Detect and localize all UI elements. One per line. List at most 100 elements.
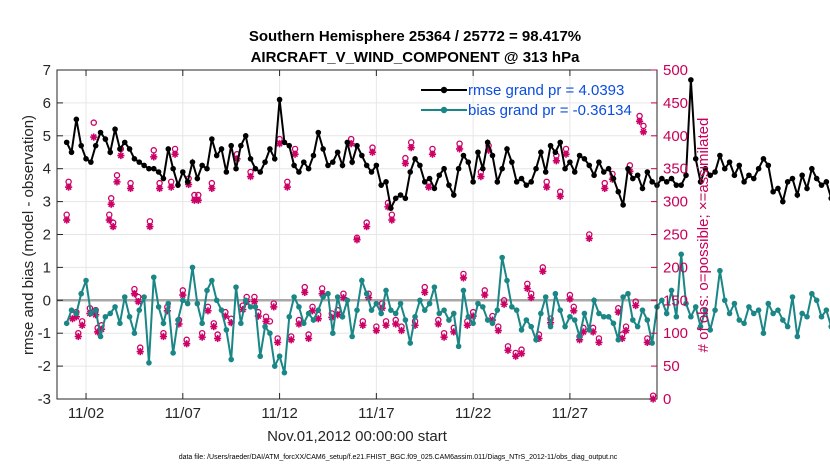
y-right-tick-label: 200 bbox=[663, 259, 688, 276]
rmse-point bbox=[325, 163, 331, 169]
rmse-point bbox=[175, 182, 181, 188]
rmse-point bbox=[504, 146, 510, 152]
bias-point bbox=[790, 294, 796, 300]
bias-point bbox=[824, 307, 830, 313]
bias-point bbox=[543, 294, 549, 300]
obs-assimilated-point bbox=[500, 301, 507, 308]
obs-assimilated-point bbox=[63, 216, 70, 223]
obs-assimilated-point bbox=[168, 184, 175, 191]
rmse-point bbox=[533, 166, 539, 172]
bias-point bbox=[238, 321, 244, 327]
bias-point bbox=[765, 301, 771, 307]
bias-point bbox=[383, 288, 389, 294]
rmse-point bbox=[611, 176, 617, 182]
bias-point bbox=[407, 340, 413, 346]
obs-assimilated-point bbox=[382, 322, 389, 329]
obs-assimilated-point bbox=[274, 339, 281, 346]
bias-point bbox=[799, 311, 805, 317]
bias-point bbox=[185, 301, 191, 307]
bias-point bbox=[398, 301, 404, 307]
obs-assimilated-point bbox=[301, 289, 308, 296]
bias-point bbox=[74, 311, 80, 317]
bias-point bbox=[586, 327, 592, 333]
rmse-point bbox=[233, 166, 239, 172]
rmse-point bbox=[441, 166, 447, 172]
bias-point bbox=[325, 291, 331, 297]
rmse-point bbox=[591, 172, 597, 178]
bias-point bbox=[403, 317, 409, 323]
rmse-point bbox=[465, 159, 471, 165]
rmse-point bbox=[238, 143, 244, 149]
bias-point bbox=[756, 307, 762, 313]
obs-assimilated-point bbox=[518, 350, 525, 357]
bias-point bbox=[311, 317, 317, 323]
bias-point bbox=[562, 324, 568, 330]
y-left-tick-label: 5 bbox=[43, 128, 51, 145]
bias-point bbox=[717, 268, 723, 274]
obs-assimilated-point bbox=[429, 151, 436, 158]
rmse-point bbox=[461, 153, 467, 159]
bias-point bbox=[112, 304, 118, 310]
obs-assimilated-point bbox=[524, 285, 531, 292]
rmse-point bbox=[306, 166, 312, 172]
bias-point bbox=[495, 307, 501, 313]
rmse-point bbox=[480, 166, 486, 172]
bias-point bbox=[470, 321, 476, 327]
bias-point bbox=[320, 294, 326, 300]
bias-point bbox=[345, 298, 351, 304]
legend: rmse grand pr = 4.0393 bias grand pr = -… bbox=[421, 82, 632, 119]
bias-point bbox=[291, 294, 297, 300]
bias-point bbox=[432, 284, 438, 290]
bias-point bbox=[195, 301, 201, 307]
x-tick-label: 11/12 bbox=[261, 405, 297, 422]
rmse-point bbox=[243, 133, 249, 139]
obs-assimilated-point bbox=[284, 184, 291, 191]
y-left-tick-label: 1 bbox=[43, 259, 51, 276]
rmse-point bbox=[374, 163, 380, 169]
obs-assimilated-point bbox=[504, 347, 511, 354]
bias-point bbox=[170, 350, 176, 356]
bias-point bbox=[330, 330, 336, 336]
bias-point bbox=[161, 321, 167, 327]
rmse-point bbox=[219, 146, 225, 152]
rmse-point bbox=[553, 149, 559, 155]
obs-assimilated-point bbox=[262, 318, 269, 325]
obs-possible-point bbox=[151, 148, 156, 153]
y-right-tick-label: 400 bbox=[663, 128, 688, 145]
obs-assimilated-point bbox=[543, 184, 550, 191]
bias-point bbox=[262, 324, 268, 330]
bias-point bbox=[340, 314, 346, 320]
y-left-tick-label: -2 bbox=[38, 358, 51, 375]
y-right-tick-label: 0 bbox=[663, 391, 671, 408]
bias-point bbox=[243, 298, 249, 304]
bias-point bbox=[253, 304, 259, 310]
bias-point bbox=[219, 307, 225, 313]
bias-point bbox=[175, 317, 181, 323]
rmse-point bbox=[727, 159, 733, 165]
bias-point bbox=[277, 353, 283, 359]
bias-point bbox=[107, 311, 113, 317]
bias-point bbox=[795, 334, 801, 340]
bias-point bbox=[296, 304, 302, 310]
rmse-point bbox=[557, 140, 563, 146]
rmse-point bbox=[301, 159, 307, 165]
rmse-point bbox=[824, 179, 830, 185]
y-left-tick-label: -1 bbox=[38, 325, 51, 342]
rmse-point bbox=[615, 189, 621, 195]
y-right-tick-label: 150 bbox=[663, 292, 688, 309]
bias-point bbox=[533, 337, 539, 343]
bias-point bbox=[461, 288, 467, 294]
rmse-point bbox=[98, 130, 104, 136]
rmse-point bbox=[722, 166, 728, 172]
bias-point bbox=[567, 314, 573, 320]
obs-assimilated-point bbox=[106, 216, 113, 223]
rmse-point bbox=[645, 169, 651, 175]
bias-point bbox=[519, 327, 525, 333]
bias-point bbox=[475, 301, 481, 307]
rmse-point bbox=[528, 179, 534, 185]
bias-point bbox=[751, 311, 757, 317]
rmse-line bbox=[67, 80, 830, 208]
rmse-point bbox=[456, 166, 462, 172]
y-right-tick-label: 100 bbox=[663, 325, 688, 342]
obs-assimilated-point bbox=[117, 152, 124, 159]
